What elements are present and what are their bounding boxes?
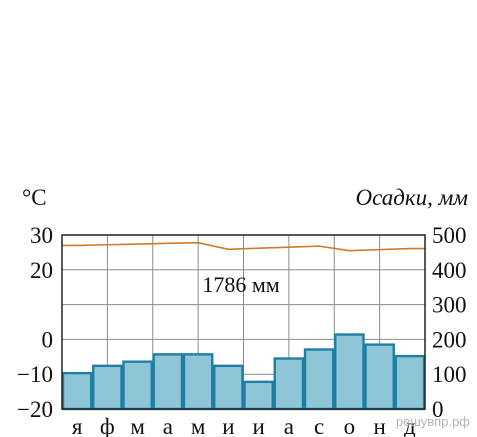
precipitation-bar (394, 354, 426, 411)
plot-frame (61, 234, 426, 410)
right-tick-label: 300 (432, 293, 467, 318)
month-label: ф (100, 414, 115, 437)
month-label: м (130, 414, 145, 437)
month-label: а (163, 414, 173, 437)
left-axis-unit: °С (22, 185, 47, 210)
right-tick-label: 0 (432, 397, 444, 422)
precipitation-bar (273, 357, 305, 411)
right-tick-label: 400 (432, 258, 467, 283)
month-label: и (222, 414, 234, 437)
temperature-line (62, 241, 425, 252)
month-label: н (373, 414, 385, 437)
month-label: о (344, 414, 356, 437)
month-label: и (252, 414, 264, 437)
precipitation-bar (243, 380, 274, 411)
right-tick-label: 500 (432, 223, 467, 248)
left-axis-ticks: 30 20 0 −10 −20 (17, 223, 53, 422)
right-tick-label: 200 (432, 327, 467, 352)
precipitation-bar (61, 371, 93, 411)
left-tick-label: 30 (30, 223, 53, 248)
precipitation-bar (303, 348, 335, 411)
month-label: д (404, 414, 416, 437)
left-tick-label: 0 (42, 327, 54, 352)
precipitation-bar (334, 333, 365, 411)
precipitation-bar (92, 364, 123, 411)
watermark: решувпр.рф (396, 414, 470, 429)
precipitation-bars (61, 333, 426, 411)
month-label: м (191, 414, 206, 437)
month-label: а (284, 414, 294, 437)
month-label: с (314, 414, 324, 437)
left-tick-label: −20 (17, 397, 53, 422)
precipitation-bar (364, 343, 395, 411)
precipitation-bar (182, 353, 214, 411)
left-tick-label: 20 (30, 258, 53, 283)
right-tick-label: 100 (432, 362, 467, 387)
right-axis-ticks: 500 400 300 200 100 0 (432, 223, 467, 422)
annual-precipitation-total: 1786 мм (202, 272, 279, 297)
left-tick-label: −10 (17, 362, 53, 387)
right-axis-title: Осадки, мм (356, 185, 469, 210)
precipitation-bar (213, 364, 244, 411)
precipitation-bar (152, 353, 184, 411)
month-label: я (72, 414, 83, 437)
precipitation-bar (122, 360, 153, 411)
